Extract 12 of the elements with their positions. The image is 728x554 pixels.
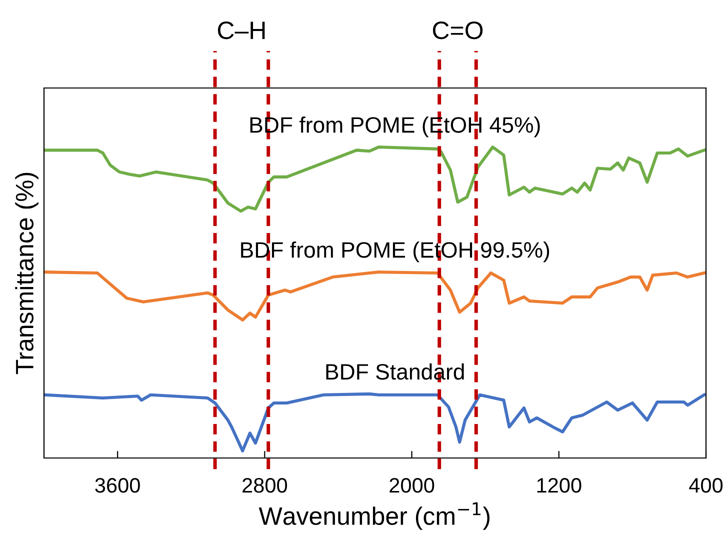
x-tick-label: 2000 [390,478,434,493]
x-tick-label: 400 [689,478,723,493]
x-tick-label: 2800 [242,478,288,493]
x-tick-label: 3600 [95,478,140,493]
series-label: BDF Standard [326,363,464,380]
series-label: BDF from POME (EtOH 45%) [250,116,540,138]
y-axis-title: Transmittance (%) [15,172,38,374]
text: C–H [218,22,265,40]
text: C=O [432,22,483,40]
series-label: BDF from POME (EtOH 99.5%) [241,242,550,262]
x-tick-label: 1200 [537,478,582,493]
x-axis-title: Wavenumber (cm$^{−1}$) [258,502,490,530]
